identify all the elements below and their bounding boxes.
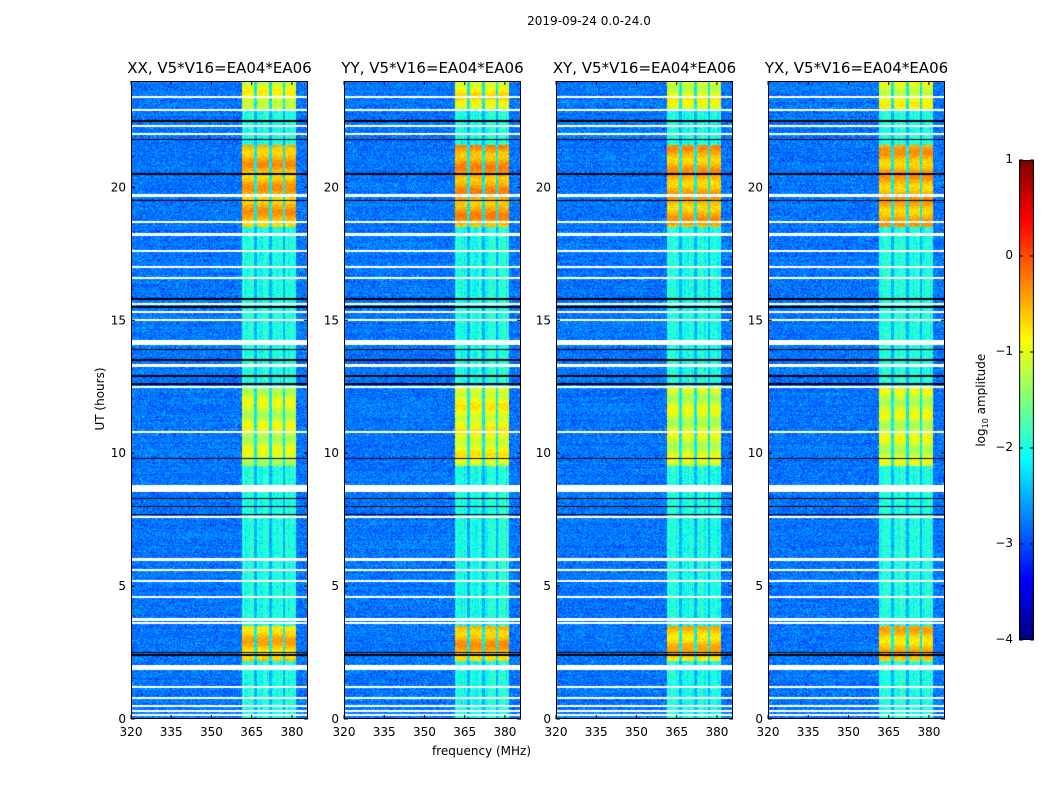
x-tick-label: 365 [240,725,263,739]
x-tick-label: 365 [877,725,900,739]
axes-frame [768,81,945,719]
x-tick-label: 320 [120,725,143,739]
y-tick-label: 15 [748,313,763,327]
x-tick-label: 335 [160,725,183,739]
colorbar-tick-label: 1 [1005,152,1013,166]
y-tick-label: 5 [331,579,339,593]
x-tick-label: 320 [333,725,356,739]
y-tick-label: 20 [748,180,763,194]
waterfall-panel: 320 335 350 365 380 0 5 10 15 20 [324,81,521,739]
colorbar-ticks: 1 0 −1 −2 −3 −4 [995,152,1034,646]
waterfall-panel: 320 335 350 365 380 0 5 10 15 20 [111,81,308,739]
y-tick-label: 0 [118,712,126,726]
y-tick-label: 0 [543,712,551,726]
y-tick-label: 20 [324,180,339,194]
colorbar-label: log10 amplitude [973,353,991,447]
colorbar-tick-label: −4 [995,632,1013,646]
figure-title: 2019-09-24 0.0-24.0 [527,14,651,28]
waterfall-panel: 320 335 350 365 380 0 5 10 15 20 [748,81,945,739]
y-tick-label: 20 [536,180,551,194]
axes-frame [131,81,308,719]
panel-title: YY, V5*V16=EA04*EA06 [341,59,524,77]
axes: 320 335 350 365 380 0 5 10 15 20 [111,81,308,739]
axes-frame [556,81,733,719]
x-axis-label: frequency (MHz) [432,744,532,758]
y-tick-label: 0 [331,712,339,726]
colorbar-tick-label: 0 [1005,248,1013,262]
x-tick-label: 380 [280,725,303,739]
axes: 320 335 350 365 380 0 5 10 15 20 [324,81,521,739]
colorbar-tick-label: −3 [995,536,1013,550]
x-tick-label: 320 [757,725,780,739]
y-tick-label: 10 [536,446,551,460]
x-tick-label: 380 [493,725,516,739]
heatmap-image [768,81,945,719]
x-tick-label: 335 [797,725,820,739]
y-tick-label: 15 [324,313,339,327]
axes-frame [344,81,521,719]
y-tick-label: 15 [111,313,126,327]
x-tick-label: 350 [413,725,436,739]
panel-title: YX, V5*V16=EA04*EA06 [764,59,949,77]
waterfall-panel: 320 335 350 365 380 0 5 10 15 20 [536,81,733,739]
y-tick-label: 5 [755,579,763,593]
x-tick-label: 335 [585,725,608,739]
x-tick-label: 320 [545,725,568,739]
x-tick-label: 380 [917,725,940,739]
y-tick-label: 10 [748,446,763,460]
axes: 320 335 350 365 380 0 5 10 15 20 [536,81,733,739]
colorbar-tick-label: −2 [995,440,1013,454]
panel-title: XX, V5*V16=EA04*EA06 [127,59,312,77]
x-tick-label: 335 [373,725,396,739]
colorbar [1019,160,1034,640]
colorbar-tick-label: −1 [995,344,1013,358]
y-tick-label: 20 [111,180,126,194]
axes: 320 335 350 365 380 0 5 10 15 20 [748,81,945,739]
x-tick-label: 350 [837,725,860,739]
y-tick-label: 0 [755,712,763,726]
x-tick-label: 350 [200,725,223,739]
y-tick-label: 5 [118,579,126,593]
heatmap-image [556,81,733,719]
y-tick-label: 10 [111,446,126,460]
x-tick-label: 380 [705,725,728,739]
heatmap-image [344,81,521,719]
x-tick-label: 365 [453,725,476,739]
y-axis-label: UT (hours) [93,367,107,431]
x-tick-label: 350 [625,725,648,739]
x-tick-label: 365 [665,725,688,739]
y-tick-label: 10 [324,446,339,460]
panel-title: XY, V5*V16=EA04*EA06 [552,59,737,77]
y-tick-label: 15 [536,313,551,327]
heatmap-image [131,81,308,719]
y-tick-label: 5 [543,579,551,593]
